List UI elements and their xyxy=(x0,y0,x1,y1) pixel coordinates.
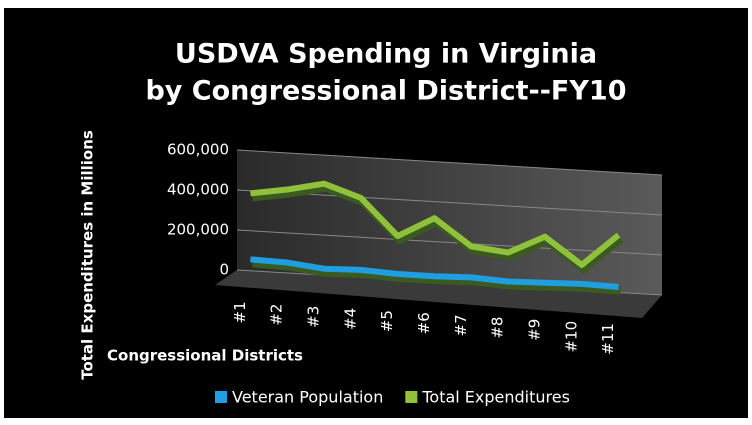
chart-title: USDVA Spending in Virginia xyxy=(175,39,597,70)
legend-label: Veteran Population xyxy=(232,388,383,407)
grid-line xyxy=(236,149,663,176)
series-line xyxy=(250,256,619,291)
legend-label: Total Expenditures xyxy=(421,388,570,407)
legend-swatch xyxy=(215,391,227,403)
x-tick-label: #9 xyxy=(525,319,543,341)
series-line xyxy=(250,180,621,268)
x-tick-label: #11 xyxy=(599,323,617,355)
legend-swatch xyxy=(405,391,418,403)
x-tick-label: #1 xyxy=(231,301,249,323)
x-tick-label: #4 xyxy=(341,308,359,330)
x-tick-label: #10 xyxy=(562,321,580,353)
grid-line xyxy=(236,229,663,256)
y-tick-label: 600,000 xyxy=(167,141,229,159)
series-line-shade xyxy=(252,259,621,296)
x-tick-label: #6 xyxy=(415,312,433,334)
back-wall xyxy=(237,150,662,295)
x-tick-label: #5 xyxy=(378,310,396,332)
floor xyxy=(215,270,662,318)
y-tick-label: 400,000 xyxy=(167,181,229,199)
x-tick-label: #2 xyxy=(268,304,286,326)
x-tick-label: #8 xyxy=(489,317,507,339)
y-tick-label: 200,000 xyxy=(167,221,229,239)
x-tick-label: #3 xyxy=(305,306,323,328)
y-axis-title: Total Expenditures in Millions xyxy=(79,130,97,380)
y-tick-label: 0 xyxy=(219,261,229,279)
x-axis-title: Congressional Districts xyxy=(107,347,303,365)
x-tick-label: #7 xyxy=(452,314,470,336)
chart-subtitle: by Congressional District--FY10 xyxy=(145,76,626,107)
